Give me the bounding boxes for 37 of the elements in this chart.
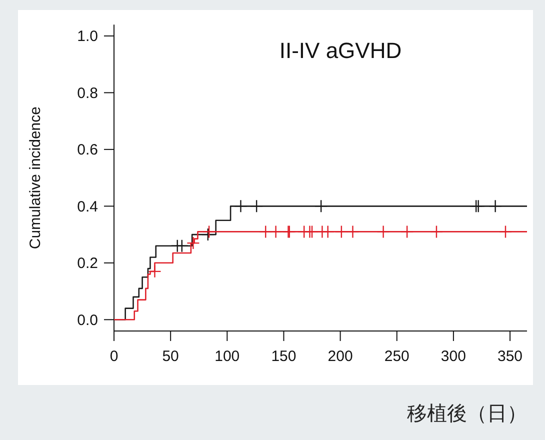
point [400,225,414,238]
y-tick-label: 0.2 [77,255,98,272]
point [259,225,272,238]
y-axis-title: Cumulative incidence [27,106,44,250]
point [498,225,512,238]
x-tick-label: 300 [440,348,466,365]
point [250,200,264,213]
y-tick-label: 0.8 [77,84,98,102]
point [202,225,216,238]
x-tick-label: 250 [384,348,410,365]
x-tick-label: 150 [271,348,296,365]
point [175,239,188,252]
y-tick-label: 0.4 [77,198,98,216]
point [472,200,485,213]
y-tick-label: 0.6 [77,142,98,159]
point [201,228,215,242]
text: II-IV aGVHD [279,38,402,63]
point [321,225,334,238]
x-tick-label: 200 [328,348,353,365]
x-tick-label: 350 [498,348,523,365]
point [430,225,444,238]
point [148,264,162,278]
x-axis-title: 移植後（日） [407,403,527,425]
point [186,236,200,250]
point [269,225,282,238]
point [488,200,502,213]
x-tick-label: 0 [110,348,118,365]
point [376,225,390,238]
point [305,225,319,238]
point [334,225,348,238]
y-tick-label: 0.0 [77,312,98,329]
y-tick-label: 1.0 [77,28,98,46]
x-tick-label: 100 [214,348,240,365]
point [314,200,328,213]
point [234,200,248,213]
point [346,225,360,238]
x-tick-label: 50 [162,348,179,365]
